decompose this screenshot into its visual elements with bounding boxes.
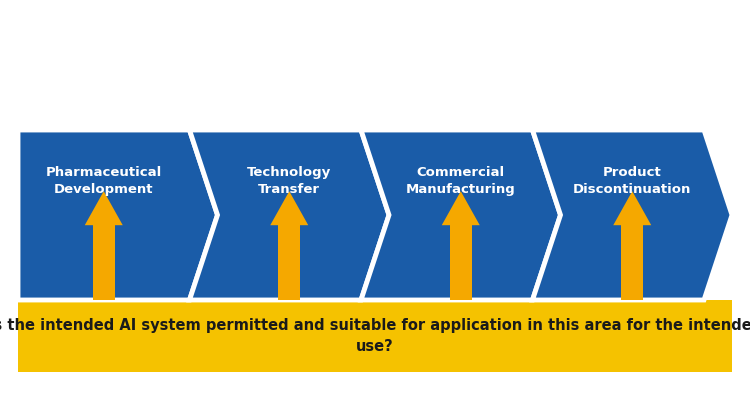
Bar [621, 225, 644, 300]
Polygon shape [85, 191, 123, 225]
Polygon shape [190, 130, 389, 300]
Bar [18, 300, 732, 372]
Text: Product
Discontinuation: Product Discontinuation [573, 166, 692, 196]
Polygon shape [442, 191, 480, 225]
Bar [450, 225, 472, 300]
Text: Commercial
Manufacturing: Commercial Manufacturing [406, 166, 516, 196]
Polygon shape [18, 130, 217, 300]
Text: Pharmaceutical
Development: Pharmaceutical Development [46, 166, 162, 196]
Text: Technology
Transfer: Technology Transfer [248, 166, 332, 196]
Polygon shape [532, 130, 732, 300]
Polygon shape [361, 130, 560, 300]
Bar [278, 225, 300, 300]
Text: Is the intended AI system permitted and suitable for application in this area fo: Is the intended AI system permitted and … [0, 318, 750, 354]
Polygon shape [614, 191, 651, 225]
Bar [93, 225, 115, 300]
Polygon shape [270, 191, 308, 225]
